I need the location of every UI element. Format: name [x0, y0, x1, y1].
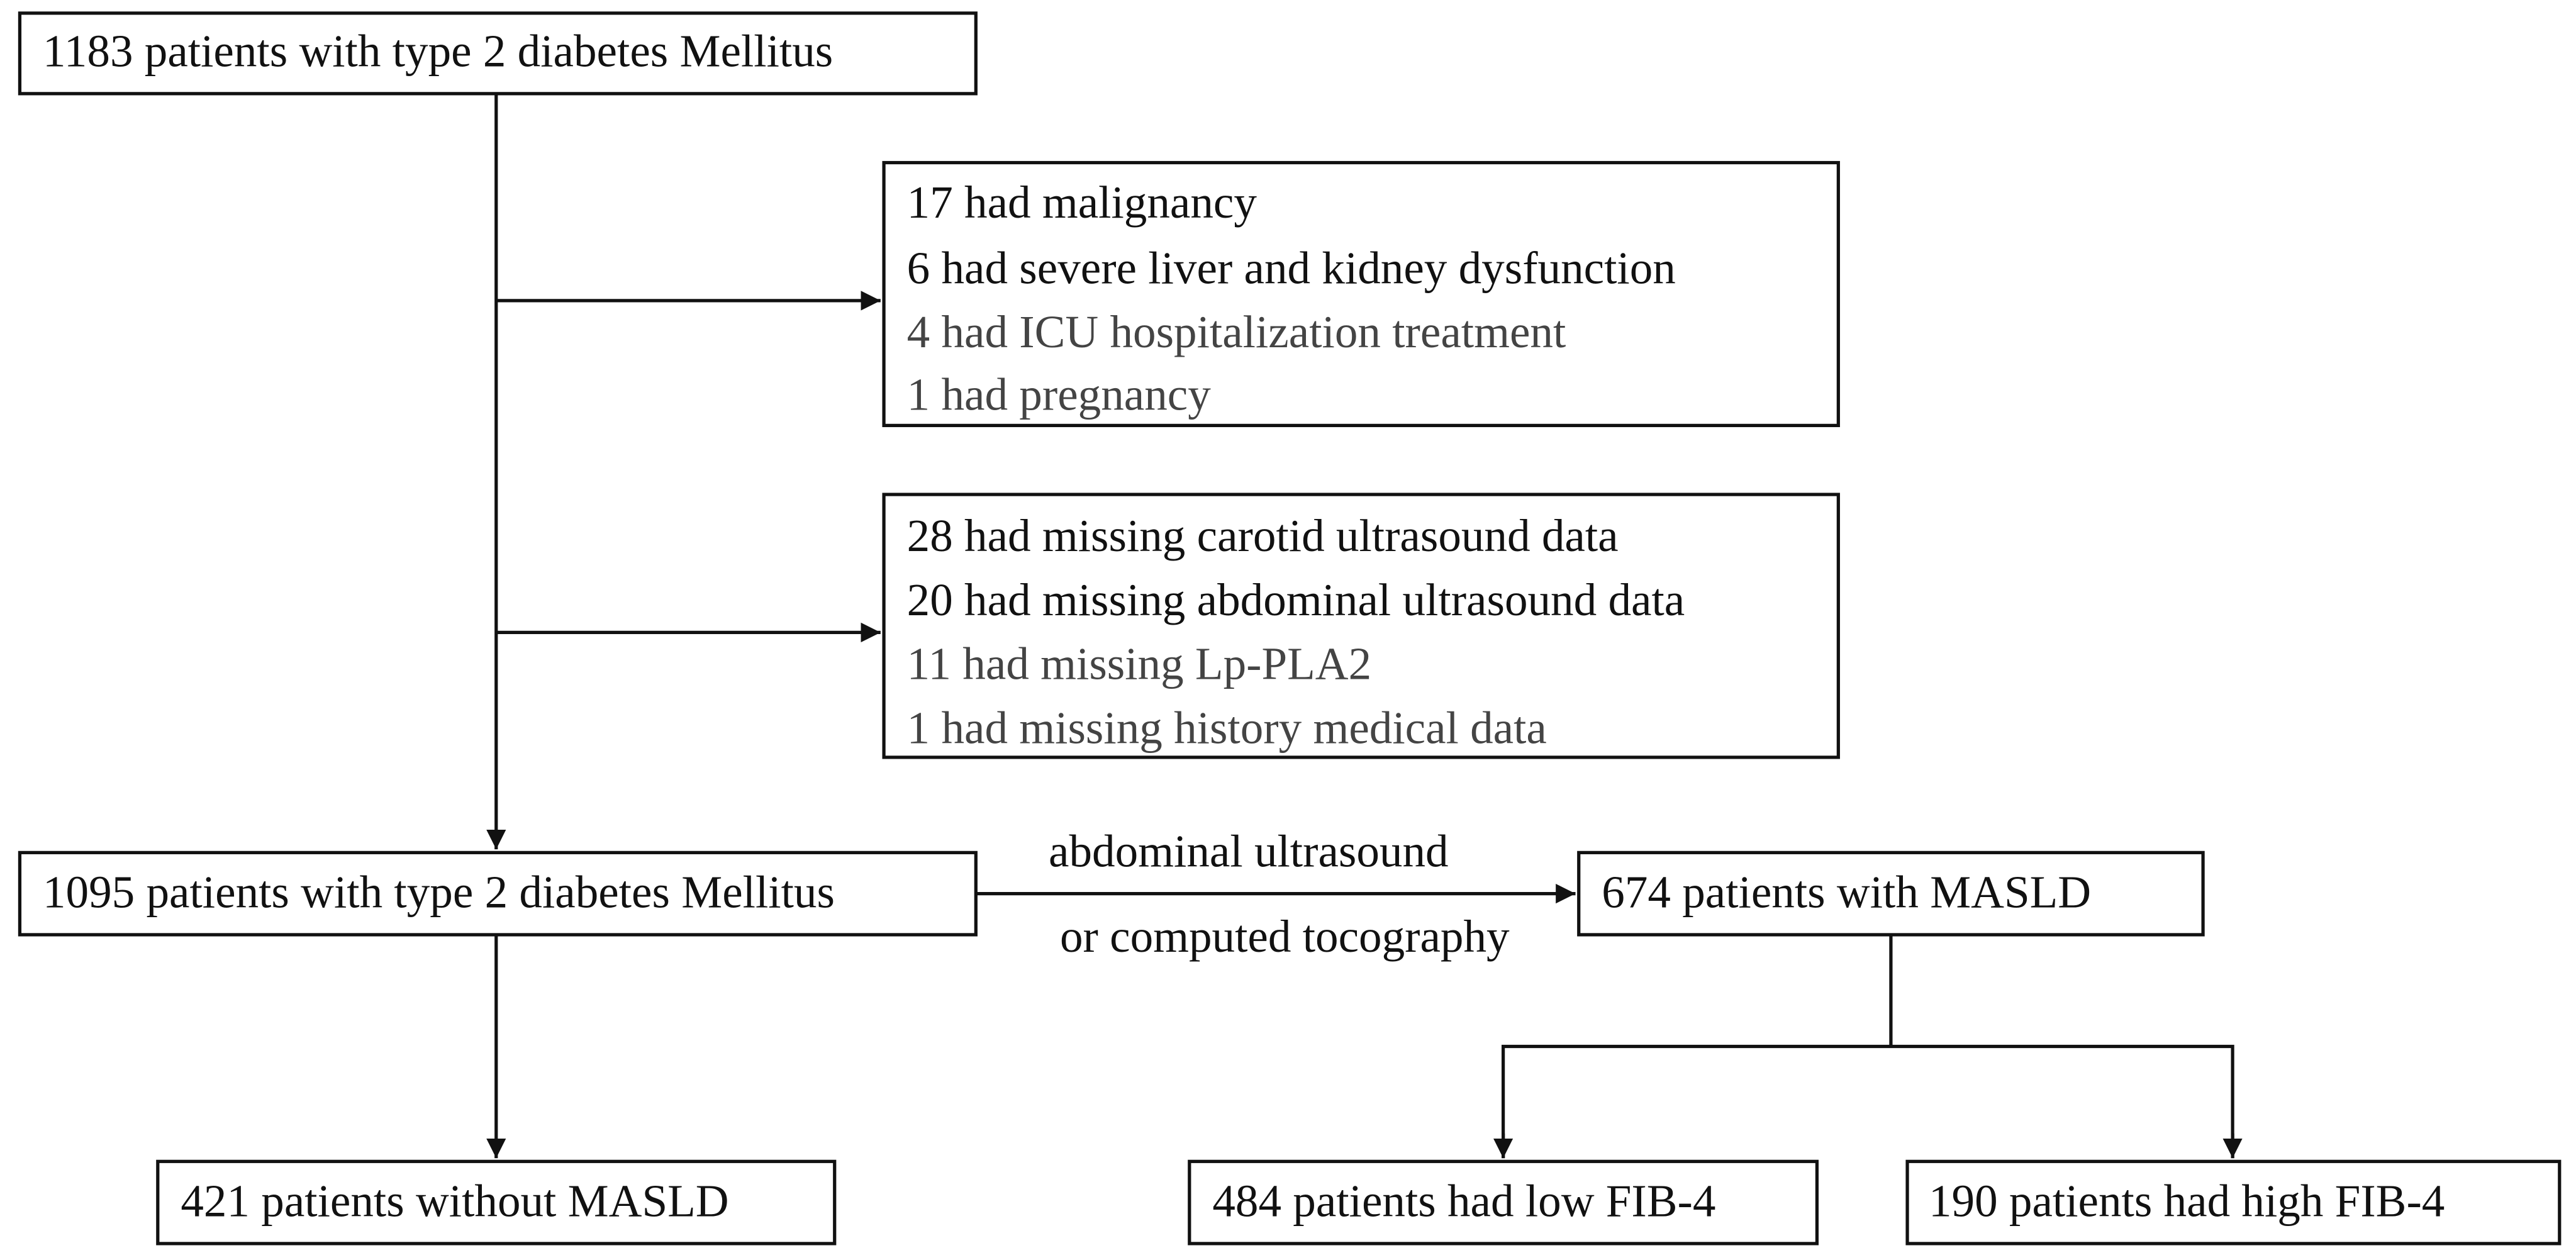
exclusion-box [882, 493, 1840, 759]
node-label: 484 patients had low FIB-4 [1212, 1176, 1715, 1227]
node-label: 1095 patients with type 2 diabetes Melli… [43, 867, 835, 918]
connector [1501, 1044, 2234, 1159]
exclusion-line: 28 had missing carotid ultrasound data [907, 510, 1619, 561]
exclusion-line: 1 had pregnancy [907, 369, 1212, 420]
exclusion-line: 11 had missing Lp-PLA2 [907, 638, 1372, 689]
edge-label: abdominal ultrasound [1049, 825, 1449, 876]
exclusion-line: 20 had missing abdominal ultrasound data [907, 574, 1685, 625]
node-label: 674 patients with MASLD [1602, 867, 2091, 918]
node-box [1577, 850, 2205, 937]
node-label: 421 patients without MASLD [181, 1176, 728, 1227]
exclusion-line: 17 had malignancy [907, 177, 1257, 228]
edge-label: or computed tocography [1060, 911, 1510, 962]
exclusion-box [882, 160, 1840, 427]
node-box [18, 11, 978, 96]
node-box [1188, 1159, 1819, 1246]
node-box [156, 1159, 837, 1246]
exclusion-line: 4 had ICU hospitalization treatment [907, 306, 1566, 357]
exclusion-line: 6 had severe liver and kidney dysfunctio… [907, 242, 1676, 293]
node-box [1905, 1159, 2562, 1246]
node-label: 1183 patients with type 2 diabetes Melli… [43, 26, 833, 77]
node-label: 190 patients had high FIB-4 [1929, 1176, 2445, 1227]
exclusion-line: 1 had missing history medical data [907, 702, 1547, 753]
node-box [18, 850, 978, 937]
